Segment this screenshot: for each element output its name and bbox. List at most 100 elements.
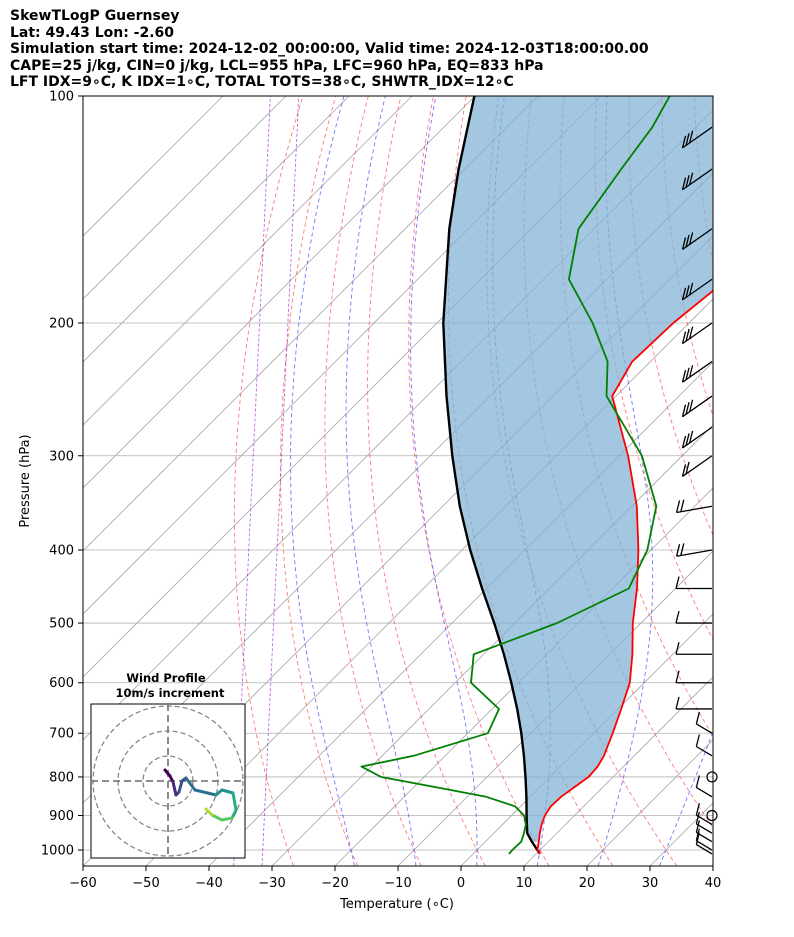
barb-staff xyxy=(696,786,713,798)
hodograph-segment xyxy=(193,788,218,797)
moist-adiabat-line xyxy=(345,96,417,866)
moist-adiabat-line xyxy=(290,96,355,866)
barb-feather xyxy=(675,576,680,589)
y-tick-label: 900 xyxy=(49,809,74,824)
wind-barb xyxy=(675,696,712,710)
barb-staff xyxy=(682,168,713,191)
wind-barb xyxy=(675,610,712,624)
moist-adiabat-line xyxy=(721,96,794,866)
wind-barb xyxy=(681,395,713,418)
barb-feather xyxy=(680,499,685,512)
y-tick-label: 800 xyxy=(49,770,74,785)
y-tick-label: 700 xyxy=(49,727,74,742)
isotherm-line xyxy=(83,96,539,552)
x-tick-label: 40 xyxy=(705,876,722,891)
barb-feather xyxy=(685,285,690,298)
hodograph-segment xyxy=(210,813,224,822)
isotherm-line xyxy=(271,424,713,866)
isotherm-line xyxy=(83,96,350,363)
wind-barb xyxy=(681,361,713,383)
x-tick-label: −40 xyxy=(195,876,222,891)
wind-barb xyxy=(681,278,713,301)
barb-feather xyxy=(685,433,690,446)
barb-feather xyxy=(681,464,687,477)
hodograph-segment xyxy=(231,791,238,812)
y-tick-label: 1000 xyxy=(41,844,74,859)
isotherm-line xyxy=(334,487,713,866)
wind-barb xyxy=(681,322,713,345)
barb-feather xyxy=(695,803,700,816)
barb-feather xyxy=(681,287,687,301)
wind-barbs xyxy=(675,126,718,855)
barb-staff xyxy=(696,831,713,843)
wind-barb xyxy=(681,228,713,250)
x-tick-label: −30 xyxy=(258,876,285,891)
barb-feather xyxy=(675,670,680,683)
x-tick-label: 0 xyxy=(457,876,465,891)
barb-feather xyxy=(695,828,700,841)
barb-staff xyxy=(682,395,713,418)
wind-barb xyxy=(675,642,712,655)
isotherm-line xyxy=(83,96,476,489)
hodograph-title: Wind Profile xyxy=(126,671,206,685)
calm-wind-circle xyxy=(706,771,718,783)
wind-barb xyxy=(695,828,713,851)
barb-feather xyxy=(688,365,694,378)
hodograph-segment xyxy=(220,816,234,822)
wind-barb xyxy=(695,803,713,826)
dry-adiabat-line xyxy=(661,96,713,418)
wind-barb xyxy=(706,809,718,822)
barb-feather xyxy=(688,232,694,245)
isotherm-line xyxy=(712,865,713,866)
barb-staff xyxy=(682,278,713,301)
moist-adiabat-line xyxy=(658,730,713,866)
chart-header: SkewTLogP Guernsey Lat: 49.43 Lon: -2.60… xyxy=(10,8,649,91)
barb-feather xyxy=(685,461,690,475)
hodograph-segment xyxy=(177,779,184,794)
barb-feather xyxy=(695,734,700,747)
barb-feather xyxy=(675,696,680,710)
data-layer xyxy=(360,96,713,855)
barb-feather xyxy=(685,367,690,380)
barb-feather xyxy=(688,326,694,339)
x-tick-label: −50 xyxy=(132,876,159,891)
wind-barb xyxy=(675,499,713,514)
cape-shading xyxy=(443,96,713,842)
barb-feather xyxy=(675,610,680,624)
parcel-profile-line xyxy=(442,96,541,855)
barb-staff xyxy=(696,745,713,757)
barb-staff xyxy=(682,228,713,250)
barb-staff xyxy=(682,455,713,477)
y-tick-label: 200 xyxy=(49,316,74,331)
wind-barb xyxy=(681,455,713,477)
moist-adiabat-line xyxy=(597,96,654,866)
barb-feather xyxy=(681,404,687,417)
barb-feather xyxy=(681,135,687,149)
wind-barb xyxy=(681,168,713,191)
x-tick-label: 20 xyxy=(579,876,596,891)
barb-feather xyxy=(695,711,700,725)
barb-staff xyxy=(696,823,713,834)
dry-adiabat-line xyxy=(233,96,304,866)
dry-adiabat-line xyxy=(280,96,358,866)
dry-adiabat-line xyxy=(628,96,713,537)
barb-staff xyxy=(682,322,713,345)
hodograph-segment xyxy=(184,776,197,792)
barb-feather xyxy=(685,328,690,342)
barb-feather xyxy=(675,500,681,513)
barb-staff xyxy=(682,426,713,449)
y-tick-label: 300 xyxy=(49,449,74,464)
dry-adiabat-line xyxy=(727,96,794,866)
barb-feather xyxy=(695,811,700,825)
y-tick-label: 500 xyxy=(49,617,74,632)
cape-text: CAPE=25 j/kg, CIN=0 j/kg, LCL=955 hPa, L… xyxy=(10,57,544,74)
dry-adiabat-line xyxy=(367,96,486,866)
wind-barb xyxy=(695,832,713,855)
barb-feather xyxy=(681,237,687,250)
x-tick-label: 30 xyxy=(642,876,659,891)
isotherm-line xyxy=(776,96,794,866)
y-tick-label: 100 xyxy=(49,90,74,105)
isotherm-line xyxy=(523,676,713,866)
barb-staff xyxy=(696,814,713,826)
barb-feather xyxy=(675,544,681,557)
